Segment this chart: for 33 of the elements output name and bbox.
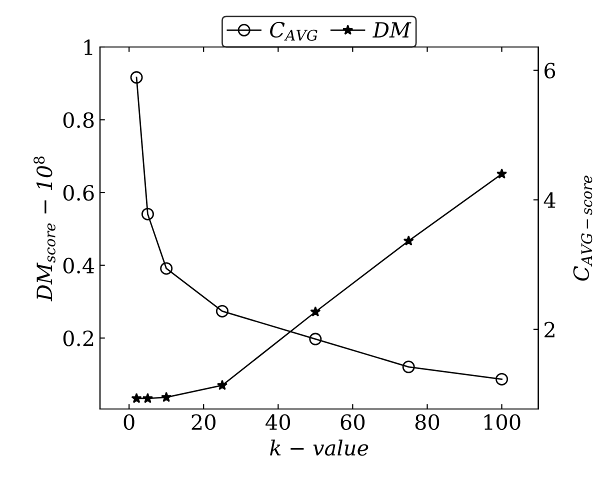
legend-label: C$_{AVG}$ bbox=[270, 22, 318, 41]
point bbox=[216, 304, 228, 318]
point bbox=[496, 168, 508, 179]
point bbox=[130, 71, 143, 84]
y2-axis-title: C$_{AVG−score}$ bbox=[573, 176, 592, 281]
point bbox=[142, 392, 154, 404]
y2-tick-label: 6 bbox=[544, 62, 556, 79]
y-tick-label: 0.8 bbox=[63, 112, 94, 128]
x-tick-label: 80 bbox=[415, 414, 440, 430]
y-tick-label: 1 bbox=[84, 39, 92, 55]
x-axis-title: k − value bbox=[270, 440, 368, 456]
y-tick-label: 0.4 bbox=[63, 258, 94, 274]
point bbox=[309, 332, 322, 346]
y-axis-title: DM$_{score}$ − 10$^{8}$ bbox=[34, 156, 56, 302]
x-tick-label: 100 bbox=[484, 414, 520, 430]
y2-tick-label: 4 bbox=[544, 192, 556, 208]
point bbox=[131, 392, 142, 404]
point bbox=[310, 306, 321, 316]
point bbox=[496, 372, 508, 386]
x-tick-label: 60 bbox=[340, 414, 365, 430]
y-tick-label: 0.2 bbox=[63, 330, 94, 346]
y2-tick-label: 2 bbox=[544, 322, 554, 338]
point bbox=[403, 235, 414, 246]
x-tick-label: 20 bbox=[192, 414, 216, 430]
point bbox=[161, 392, 172, 402]
point bbox=[160, 262, 173, 275]
legend-label: DM bbox=[372, 22, 412, 38]
point bbox=[141, 208, 154, 220]
point bbox=[402, 360, 415, 374]
x-tick-label: 40 bbox=[266, 414, 290, 430]
point bbox=[216, 380, 228, 390]
x-tick-label: 0 bbox=[124, 414, 134, 430]
y-tick-label: 0.6 bbox=[63, 184, 94, 201]
